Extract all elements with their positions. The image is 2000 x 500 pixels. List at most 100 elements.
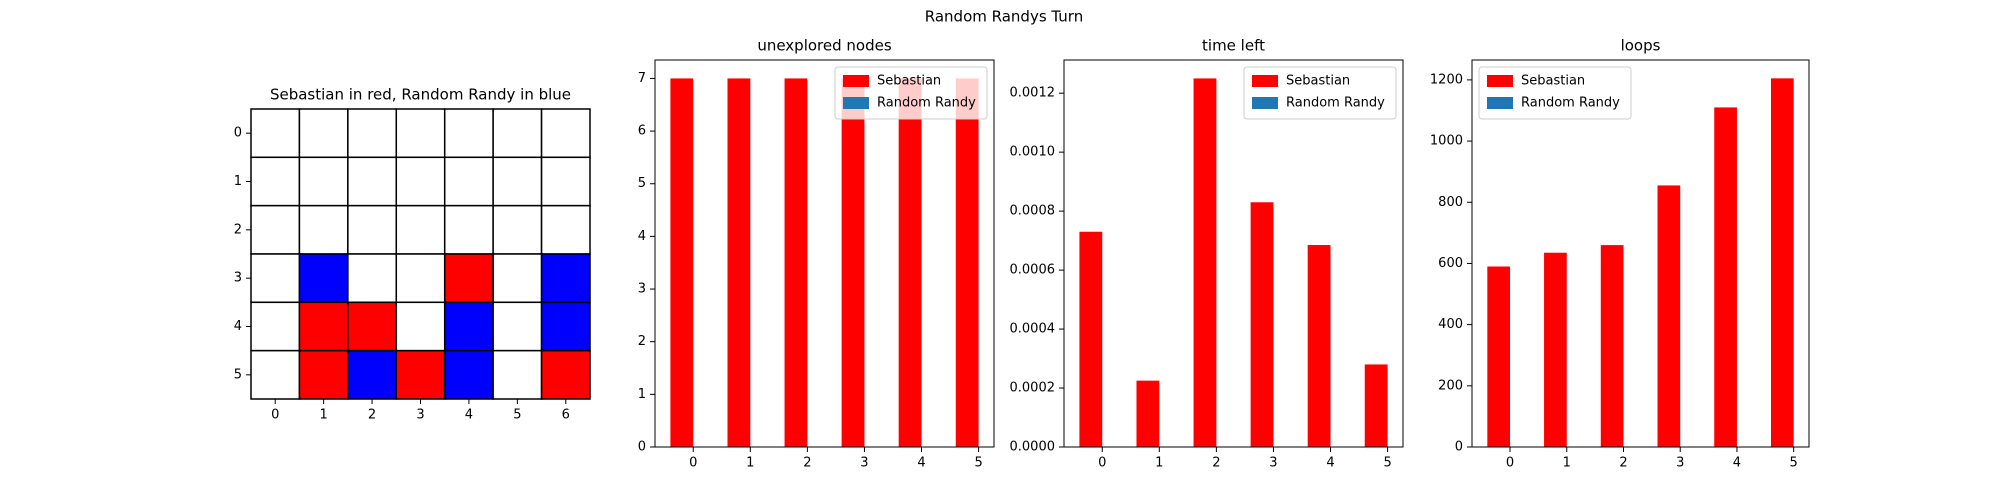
board-cell	[395, 204, 446, 255]
x-tick-label: 5	[513, 408, 521, 423]
x-tick-label: 2	[803, 456, 811, 471]
bar	[1079, 231, 1103, 447]
board-cell	[347, 301, 398, 352]
x-tick-label: 0	[1506, 456, 1514, 471]
y-tick-label: 5	[234, 367, 242, 382]
y-tick-label: 0.0012	[1010, 86, 1056, 101]
board-cell	[443, 301, 494, 352]
y-tick-label: 400	[1438, 317, 1463, 332]
board-cell	[492, 156, 543, 207]
board-cell	[443, 156, 494, 207]
y-tick-label: 4	[234, 319, 242, 334]
board-cell	[250, 349, 301, 400]
y-tick-label: 0	[638, 440, 646, 455]
x-tick-label: 4	[465, 408, 473, 423]
y-tick-label: 0.0002	[1010, 381, 1056, 396]
board-cell	[395, 301, 446, 352]
bar	[898, 78, 922, 447]
board-cell	[492, 253, 543, 304]
axes-frame	[1471, 59, 1810, 448]
legend-label: Random Randy	[877, 96, 976, 111]
y-tick-label: 2	[234, 222, 242, 237]
x-tick-label: 0	[1098, 456, 1106, 471]
board-cell	[347, 349, 398, 400]
board-cell	[347, 253, 398, 304]
legend-swatch	[1252, 97, 1278, 109]
board-cell	[298, 156, 349, 207]
legend-box	[834, 66, 988, 120]
board-cell	[395, 349, 446, 400]
board-cell	[250, 204, 301, 255]
board-cell	[250, 301, 301, 352]
legend-box	[1478, 66, 1632, 120]
legend-label: Sebastian	[877, 74, 941, 89]
board-cell	[540, 349, 591, 400]
bar	[1193, 78, 1217, 447]
axes-frame	[654, 59, 995, 448]
axes-frame	[1063, 59, 1404, 448]
y-tick-label: 5	[638, 176, 646, 191]
x-tick-label: 2	[1212, 456, 1220, 471]
board-cell	[443, 349, 494, 400]
board-cell	[443, 204, 494, 255]
x-tick-label: 3	[860, 456, 868, 471]
x-tick-label: 3	[1269, 456, 1277, 471]
legend-label: Sebastian	[1286, 74, 1350, 89]
y-tick-label: 1	[638, 387, 646, 402]
legend-box	[1243, 66, 1397, 120]
legend-swatch	[1252, 75, 1278, 87]
y-tick-label: 0.0004	[1010, 322, 1056, 337]
board-cell	[347, 204, 398, 255]
x-tick-label: 1	[320, 408, 328, 423]
bar	[727, 78, 751, 447]
y-tick-label: 0.0000	[1010, 440, 1056, 455]
y-tick-label: 1200	[1430, 72, 1463, 87]
bar	[670, 78, 694, 447]
board-cell	[347, 156, 398, 207]
board-cell	[540, 108, 591, 159]
bar	[955, 78, 979, 447]
x-tick-label: 4	[1733, 456, 1741, 471]
x-tick-label: 0	[689, 456, 697, 471]
x-tick-label: 2	[368, 408, 376, 423]
x-tick-label: 5	[1383, 456, 1391, 471]
board-cell	[298, 108, 349, 159]
x-tick-label: 5	[1790, 456, 1798, 471]
y-tick-label: 0	[234, 126, 242, 141]
y-tick-label: 0	[1455, 440, 1463, 455]
y-tick-label: 0.0006	[1010, 263, 1056, 278]
bar	[784, 78, 808, 447]
board-cell	[492, 301, 543, 352]
y-tick-label: 1	[234, 174, 242, 189]
x-tick-label: 1	[1563, 456, 1571, 471]
board-cell	[395, 253, 446, 304]
axes-title: unexplored nodes	[757, 37, 892, 55]
board-cell	[492, 349, 543, 400]
board-cell	[540, 204, 591, 255]
legend-label: Random Randy	[1521, 96, 1620, 111]
x-tick-label: 2	[1619, 456, 1627, 471]
y-tick-label: 4	[638, 229, 646, 244]
board-cell	[298, 253, 349, 304]
x-tick-label: 5	[974, 456, 982, 471]
x-tick-label: 4	[1326, 456, 1334, 471]
board-cell	[298, 301, 349, 352]
board-cell	[443, 253, 494, 304]
legend-swatch	[843, 97, 869, 109]
bar	[1600, 245, 1624, 447]
x-tick-label: 6	[562, 408, 570, 423]
axes-title: loops	[1621, 37, 1661, 55]
y-tick-label: 3	[234, 271, 242, 286]
x-tick-label: 3	[1676, 456, 1684, 471]
bar	[1487, 266, 1511, 447]
board-cell	[540, 253, 591, 304]
axes-title: Sebastian in red, Random Randy in blue	[270, 86, 571, 104]
board-cell	[250, 108, 301, 159]
board-cell	[395, 108, 446, 159]
y-tick-label: 0.0010	[1010, 145, 1056, 160]
bar	[1250, 202, 1274, 447]
y-tick-label: 600	[1438, 256, 1463, 271]
bar	[1657, 185, 1681, 447]
y-tick-label: 0.0008	[1010, 204, 1056, 219]
